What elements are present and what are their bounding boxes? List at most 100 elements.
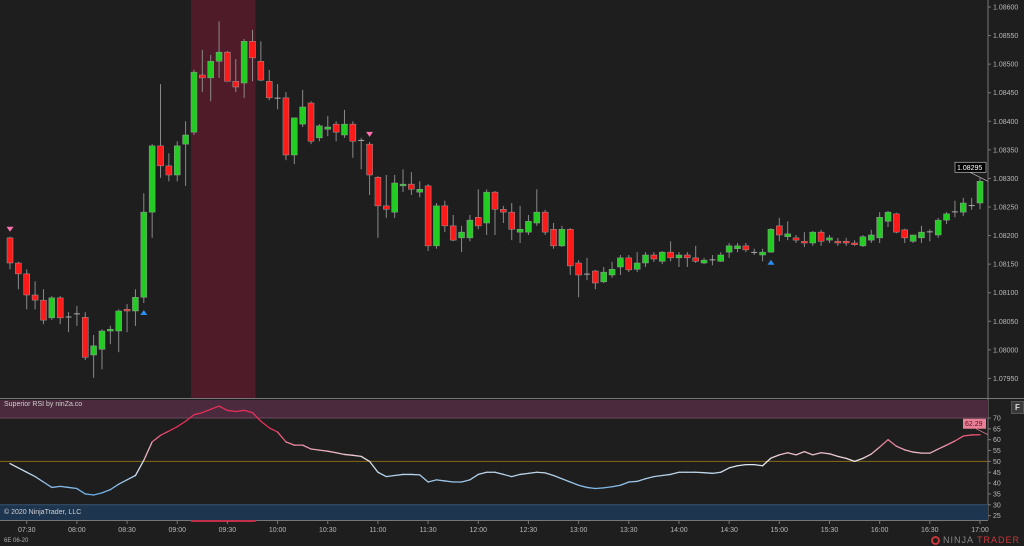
candle [182, 121, 189, 186]
candle-body-up [759, 251, 766, 256]
rsi-line-segment [285, 441, 295, 446]
rsi-line-segment [360, 455, 371, 463]
candle-body-down [257, 61, 265, 81]
rsi-line-segment [385, 474, 396, 478]
candle-body-down [307, 102, 315, 142]
price-axis[interactable]: 1.08600 1.08550 1.08500 1.08450 1.08400 1.083… [954, 0, 1018, 520]
candle-body-down [834, 241, 842, 244]
candle-body-up [960, 202, 967, 213]
time-tick-label: 15:00 [771, 527, 789, 534]
candle [257, 41, 265, 82]
candle [207, 55, 214, 102]
rsi-pane[interactable] [0, 398, 1024, 521]
time-tick-label: 11:30 [420, 527, 437, 534]
rsi-line-segment [435, 479, 446, 482]
rsi-line-segment [26, 471, 36, 478]
rsi-line-segment [669, 471, 680, 476]
rsi-line-segment [653, 474, 663, 478]
rsi-line-segment [218, 405, 229, 412]
rsi-line-segment [268, 427, 279, 433]
time-tick-label: 11:00 [369, 527, 386, 534]
candle-body-down [282, 97, 290, 156]
price-pane[interactable] [0, 0, 988, 398]
candle [56, 296, 64, 325]
candle [851, 240, 858, 246]
rsi-line-segment [494, 471, 505, 476]
candle [567, 228, 574, 276]
candle-body-down [449, 225, 457, 241]
sell-signal-icon [6, 226, 14, 232]
candle-body-up [483, 191, 490, 224]
candle-body-down [817, 231, 825, 242]
candle-body-up [909, 234, 917, 242]
candle [73, 305, 80, 326]
candle [826, 235, 833, 244]
candle [525, 215, 532, 236]
rsi-line-segment [787, 452, 797, 456]
candle [650, 252, 658, 262]
candle-body-up [107, 329, 114, 332]
candle [901, 228, 908, 244]
candle-body-down [40, 299, 47, 321]
candle-body-up [291, 117, 298, 156]
rsi-line-segment [51, 485, 61, 489]
candle [458, 225, 465, 253]
candle-body-down [23, 273, 30, 296]
candle [776, 217, 783, 242]
rsi-line-segment [661, 473, 672, 477]
rsi-line-segment [778, 452, 789, 456]
candle-body-up [633, 262, 641, 270]
copyright-text: © 2020 NinjaTrader, LLC [4, 509, 82, 516]
candle [307, 101, 315, 145]
buy-signal-icon [140, 310, 148, 316]
candle-body-down [508, 211, 515, 230]
rsi-line-segment [42, 481, 53, 489]
candle-body-up [148, 145, 156, 213]
candle [500, 205, 507, 224]
rsi-line-segment [168, 426, 178, 432]
time-tick-label: 16:00 [871, 527, 889, 534]
candle-body-up [341, 123, 348, 136]
rsi-axis[interactable]: 70 65 60 55 50 45 40 35 30 25 62.29 [963, 416, 1001, 521]
candle [291, 117, 298, 165]
candle [199, 49, 206, 93]
candle [516, 205, 524, 244]
rsi-line-segment [870, 446, 881, 455]
rsi-line-segment [594, 487, 605, 490]
time-axis[interactable]: 07:30 08:00 08:30 09:00 09:30 10:00 10:30 11:00… [0, 520, 989, 535]
candle-body-up [466, 219, 474, 239]
last-price-pointer [969, 171, 989, 182]
candle-body-down [592, 270, 599, 284]
candle [140, 193, 148, 304]
price-tick-label: 1.08450 [993, 90, 1018, 97]
rsi-line-segment [9, 462, 20, 469]
f-button[interactable]: F [1011, 401, 1024, 414]
price-tick-label: 1.08250 [993, 205, 1018, 212]
candle-body-down [776, 225, 783, 236]
rsi-line-segment [477, 471, 488, 476]
rsi-line-segment [184, 414, 195, 422]
sell-signal-icon [366, 131, 374, 137]
candle-body-down [56, 297, 64, 319]
candle-body-down [408, 183, 415, 190]
rsi-line-segment [937, 444, 948, 450]
rsi-line-segment [586, 486, 596, 490]
candle [23, 269, 30, 310]
candle-body-up [182, 134, 189, 145]
logo-icon [930, 535, 940, 545]
candle [6, 236, 14, 270]
candle [366, 141, 373, 196]
ninjatrader-logo: NINJA TRADER [930, 535, 1020, 545]
candle [675, 252, 683, 268]
candle [859, 235, 867, 248]
candle-body-down [224, 51, 231, 82]
candle [240, 39, 248, 98]
rsi-line-segment [134, 459, 145, 477]
price-tick-label: 1.08550 [993, 33, 1018, 40]
candle-body-up [700, 259, 708, 264]
rsi-line-segment [34, 475, 45, 483]
candle-body-up [48, 297, 56, 319]
rsi-line-segment [929, 448, 939, 454]
time-tick-label: 14:30 [720, 527, 738, 534]
candle [684, 252, 691, 268]
